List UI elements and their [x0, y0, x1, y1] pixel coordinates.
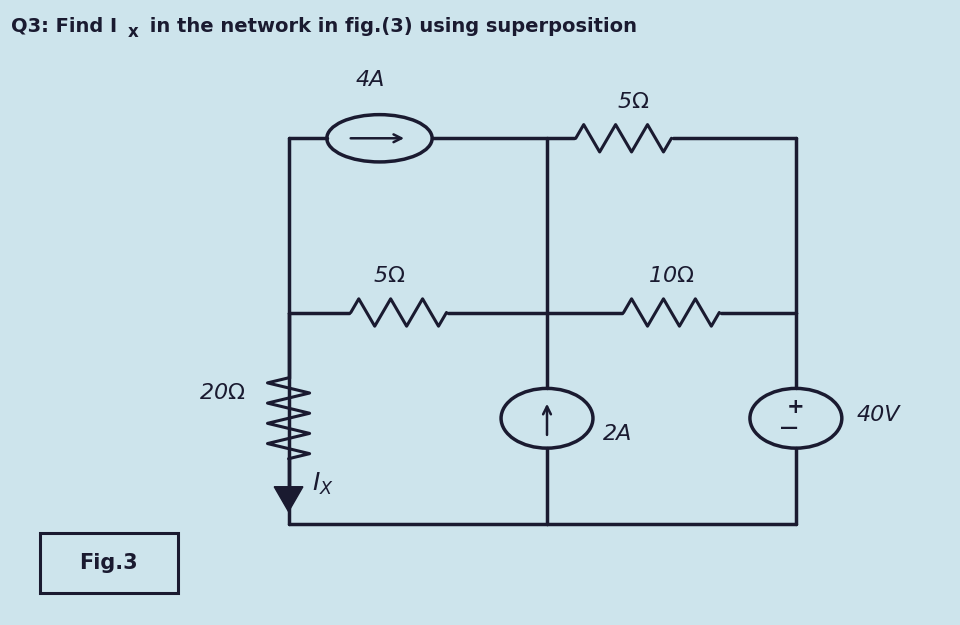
Text: in the network in fig.(3) using superposition: in the network in fig.(3) using superpos…	[143, 17, 637, 36]
Text: 10$\Omega$: 10$\Omega$	[648, 266, 695, 286]
Text: 5$\Omega$: 5$\Omega$	[617, 92, 649, 112]
Text: $I_X$: $I_X$	[313, 471, 334, 497]
Text: 5$\Omega$: 5$\Omega$	[372, 266, 405, 286]
Text: Fig.3: Fig.3	[80, 553, 138, 573]
Text: Q3: Find I: Q3: Find I	[11, 17, 117, 36]
Text: 2A: 2A	[603, 424, 632, 444]
Text: 40V: 40V	[856, 405, 900, 425]
FancyBboxPatch shape	[39, 533, 179, 592]
Polygon shape	[275, 487, 303, 512]
Text: 20$\Omega$: 20$\Omega$	[199, 383, 246, 403]
Text: 4A: 4A	[355, 70, 385, 90]
Text: +: +	[787, 397, 804, 417]
Text: —: —	[780, 419, 799, 437]
Text: x: x	[128, 23, 138, 41]
